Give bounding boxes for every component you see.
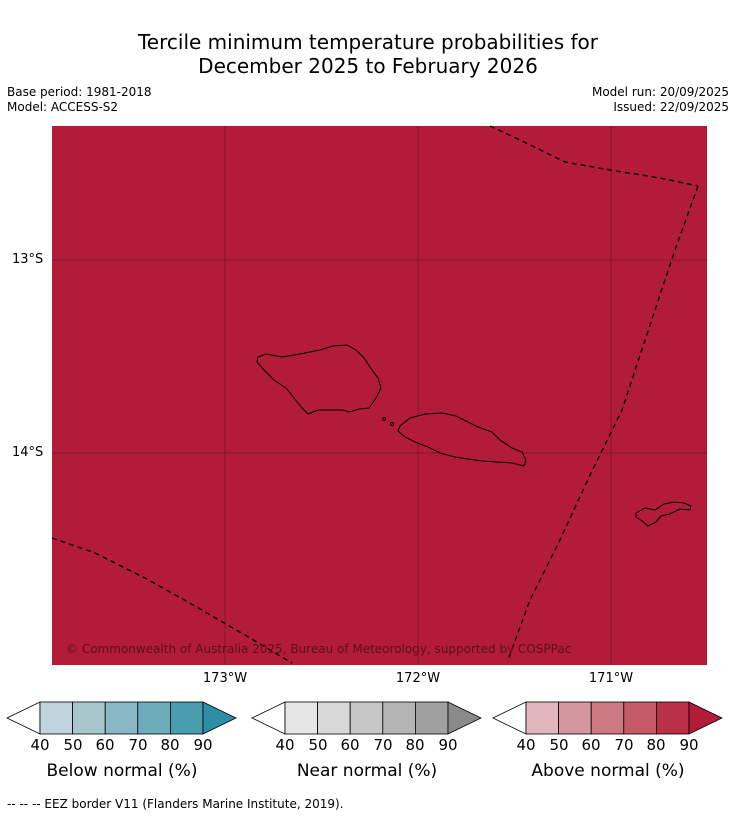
colorbar-above-tick: 90 [679,736,699,754]
colorbar-above-label: Above normal (%) [531,761,685,781]
eez-border-west [51,537,293,664]
colorbar-below-tick: 60 [95,736,115,754]
colorbar-below-label: Below normal (%) [46,761,198,781]
colorbar-below-tick: 80 [160,736,180,754]
colorbar-below-segment-5 [169,701,204,735]
apolima-islet [382,417,386,421]
eez-border-east [507,185,699,661]
upolu-island [397,412,527,467]
colorbar-near-label: Near normal (%) [296,761,438,781]
colorbar-near-tick: 40 [275,736,295,754]
meta-right: Model run: 20/09/2025 Issued: 22/09/2025 [592,85,729,115]
eez-borders [51,125,699,664]
lon-label-171w: 171°W [588,671,634,686]
colorbar-below-segment-1 [39,701,73,735]
colorbar-above-tick: 60 [581,736,601,754]
model-run: Model run: 20/09/2025 [591,85,729,99]
colorbar-near-segment-1 [284,701,318,735]
colorbar-near-tick: 70 [373,736,393,754]
colorbar-below-tick: 90 [193,736,213,754]
colorbar-below-tick: 40 [30,736,50,754]
colorbar-below-tick: 50 [63,736,83,754]
colorbar-below-segment-4 [137,701,171,735]
map-title: Tercile minimum temperature probabilitie… [0,30,736,78]
meta-left: Base period: 1981-2018 Model: ACCESS-S2 [7,85,152,115]
colorbar-below-normal [6,701,237,735]
colorbar-near-segment-4 [382,701,416,735]
tutuila-island [635,501,692,527]
colorbar-near-segment-5 [414,701,449,735]
colorbar-above-segment-1 [525,701,559,735]
colorbar-below-segment-3 [104,701,139,735]
graticule [52,126,707,665]
colorbar-above-segment-3 [590,701,625,735]
model-name: Model: ACCESS-S2 [7,100,119,114]
colorbar-above-segment-0 [492,701,527,735]
copyright-notice: © Commonwealth of Australia 2025, Bureau… [66,642,571,656]
title-line-2: December 2025 to February 2026 [198,54,538,78]
colorbar-above-tick: 80 [646,736,666,754]
colorbar-below-segment-0 [6,701,41,735]
manono-islet [389,421,395,427]
title-line-1: Tercile minimum temperature probabilitie… [137,30,599,54]
colorbar-near-tick: 60 [340,736,360,754]
colorbar-above-segment-2 [558,701,592,735]
colorbar-below-tick: 70 [128,736,148,754]
base-period: Base period: 1981-2018 [7,85,152,99]
issued-date: Issued: 22/09/2025 [613,100,729,114]
colorbar-above-tick: 70 [614,736,634,754]
colorbar-near-segment-6 [447,701,482,735]
colorbar-above-segment-5 [655,701,690,735]
colorbar-near-tick: 90 [438,736,458,754]
eez-footnote: -- -- -- EEZ border V11 (Flanders Marine… [7,797,344,811]
colorbar-above-tick: 50 [549,736,569,754]
savaii-island [256,344,382,415]
colorbar-above-segment-4 [623,701,657,735]
colorbar-above-tick: 40 [516,736,536,754]
probability-field [52,126,707,665]
colorbar-above-normal [492,701,723,735]
colorbar-near-tick: 50 [308,736,328,754]
lat-label-14s: 14°S [12,445,44,460]
lat-label-13s: 13°S [12,252,44,267]
colorbar-near-tick: 80 [405,736,425,754]
colorbar-near-normal [251,701,482,735]
eez-border-top [489,125,699,187]
colorbar-near-segment-0 [251,701,286,735]
colorbar-below-segment-6 [202,701,237,735]
colorbar-near-segment-2 [317,701,351,735]
colorbar-above-segment-6 [688,701,723,735]
lon-label-172w: 172°W [395,671,441,686]
colorbar-below-segment-2 [72,701,106,735]
colorbar-near-segment-3 [349,701,384,735]
lon-label-173w: 173°W [202,671,248,686]
